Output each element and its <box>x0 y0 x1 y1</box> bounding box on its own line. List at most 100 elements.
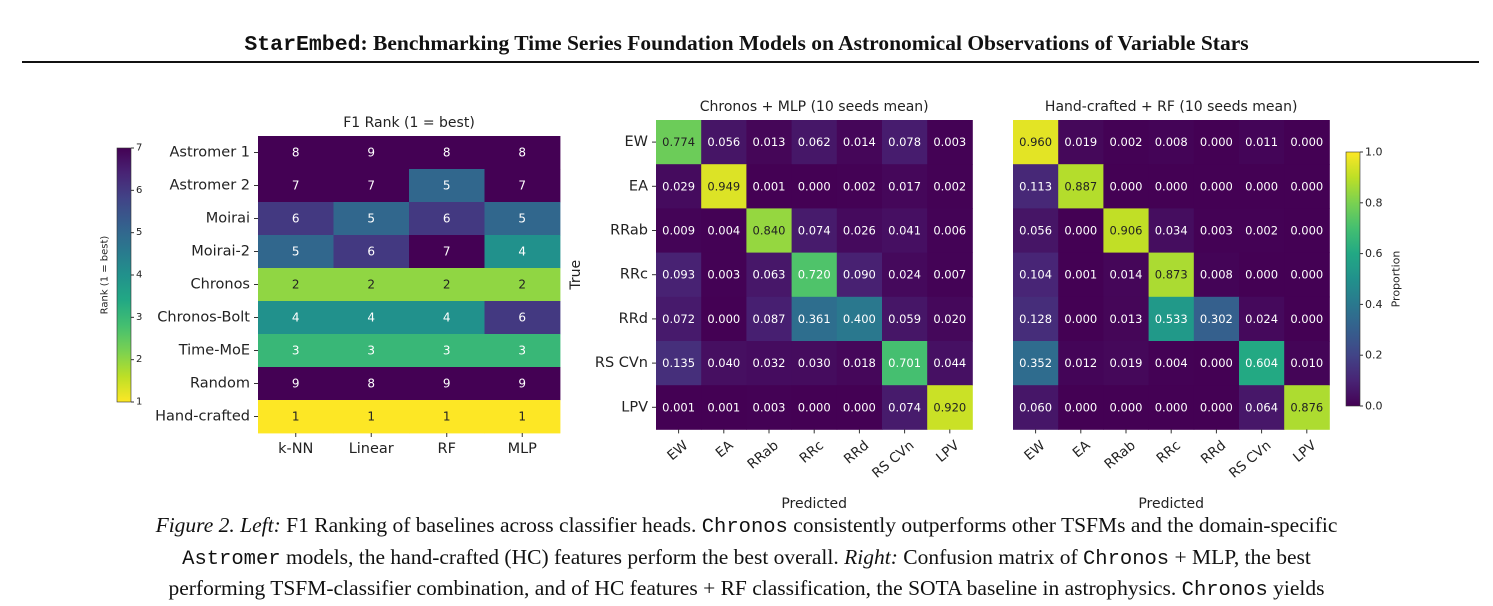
panel3-cell-value: 0.906 <box>1110 224 1143 238</box>
panel2-cell-value: 0.078 <box>888 135 921 149</box>
panel3-cell-value: 0.000 <box>1290 224 1323 238</box>
panel3-cell-value: 0.000 <box>1200 179 1233 193</box>
panel2-cell-value: 0.029 <box>662 179 695 193</box>
panel3-xlabel: Predicted <box>1138 496 1204 512</box>
panel2-cell <box>746 208 792 253</box>
panel1-colorbar-tick-label: 3 <box>136 312 142 323</box>
panel3-cell <box>1148 120 1195 165</box>
panel1-cell-value: 3 <box>292 344 300 358</box>
panel2-cell <box>927 208 973 253</box>
panel1-cell <box>409 301 485 335</box>
panel1-colorbar <box>116 147 132 403</box>
panel1-cell <box>333 202 410 236</box>
panel3-column-label: RRc <box>1154 438 1184 467</box>
panel1-cell-value: 6 <box>443 212 451 226</box>
panel2-cell <box>701 341 747 386</box>
panel2-cell-value: 0.030 <box>798 356 831 370</box>
panel2-cell <box>791 385 838 430</box>
panel3-cell-value: 0.002 <box>1110 135 1143 149</box>
panel3-title: Hand-crafted + RF (10 seeds mean) <box>1045 99 1298 115</box>
panel3-cell <box>1239 341 1285 386</box>
panel3-cell-value: 0.000 <box>1245 268 1278 282</box>
panel1-cell-value: 8 <box>367 377 375 391</box>
panel1-row-label: Moirai-2 <box>191 244 250 260</box>
panel1-cell <box>409 202 485 236</box>
panel2-cell <box>882 385 928 430</box>
panel3-cell-value: 0.056 <box>1019 224 1052 238</box>
panel2-cell-value: 0.074 <box>798 224 831 238</box>
panel2-cell <box>746 120 792 165</box>
panel1-row-label: Moirai <box>206 211 250 227</box>
caption-line-2: Astromer models, the hand-crafted (HC) f… <box>10 543 1483 575</box>
panel3-cell <box>1239 296 1285 342</box>
panel2-cell-value: 0.001 <box>707 400 740 414</box>
caption-right-label: Right: <box>844 544 898 569</box>
panel1-cell-value: 6 <box>292 212 300 226</box>
panel1-cell-value: 8 <box>443 146 451 160</box>
panel3-colorbar-tick-label: 0.4 <box>1365 298 1383 311</box>
panel3-cell-value: 0.873 <box>1155 268 1188 282</box>
panel3-cell-value: 0.000 <box>1200 400 1233 414</box>
panel3-cell-value: 0.887 <box>1064 179 1097 193</box>
panel3-cell <box>1239 120 1285 165</box>
panel2-cell <box>656 208 702 253</box>
panel1-cell <box>409 235 485 269</box>
panel2-cell <box>836 164 883 209</box>
panel2-cell-value: 0.024 <box>888 268 921 282</box>
panel2-cell <box>836 208 883 253</box>
panel2-row-label: EA <box>629 178 648 194</box>
panel2-cell-value: 0.720 <box>798 268 831 282</box>
panel3-cell <box>1013 385 1059 430</box>
panel2-cell <box>836 296 883 342</box>
panel3-cell-value: 0.019 <box>1110 356 1143 370</box>
panel3-cell <box>1103 120 1149 165</box>
panel1-cell-value: 9 <box>518 377 526 391</box>
panel1-cell <box>409 400 485 434</box>
panel2-cell-value: 0.135 <box>662 356 695 370</box>
panel2-column-label: RRd <box>841 438 872 468</box>
panel3-cell-value: 0.000 <box>1064 400 1097 414</box>
panel2-cell <box>882 252 928 298</box>
panel1-cell <box>258 169 334 203</box>
panel3-cell <box>1284 120 1330 165</box>
panel2-cell <box>882 120 928 165</box>
panel2-xlabel: Predicted <box>781 496 847 512</box>
panel2-cell <box>791 208 838 253</box>
panel2-cell <box>701 385 747 430</box>
panel3-column-label: EW <box>1021 438 1048 464</box>
panel1-cell <box>258 235 334 269</box>
panel2-row-label: LPV <box>621 399 648 415</box>
panel3-cell-value: 0.034 <box>1155 224 1188 238</box>
panel1-cell <box>333 136 410 170</box>
panel1-cell-value: 4 <box>443 311 451 325</box>
panel3-cell-value: 0.000 <box>1290 135 1323 149</box>
panel2-column-label: RS CVn <box>869 438 917 482</box>
panel2-cell-value: 0.017 <box>888 179 921 193</box>
panel3-colorbar-label: Proportion <box>1390 251 1403 308</box>
panel1-cell <box>409 136 485 170</box>
panel3-cell <box>1193 120 1240 165</box>
panel1-cell-value: 6 <box>367 245 375 259</box>
panel2-column-label: RRab <box>744 438 781 473</box>
panel3-cell-value: 0.000 <box>1290 179 1323 193</box>
panel2-cell <box>746 296 792 342</box>
panel3-cell <box>1193 208 1240 253</box>
panel1-cell <box>409 334 485 368</box>
panel3-cell <box>1103 252 1149 298</box>
panel3-cell <box>1103 296 1149 342</box>
panel3-cell-value: 0.019 <box>1064 135 1097 149</box>
header-rule <box>22 61 1479 63</box>
panel3-cell <box>1148 296 1195 342</box>
panel2-cell <box>882 296 928 342</box>
panel1-cell-value: 5 <box>443 179 451 193</box>
caption-code-4: Chronos <box>1181 579 1268 602</box>
panel3-cell-value: 0.001 <box>1064 268 1097 282</box>
panel2-cell <box>836 341 883 386</box>
panel3-colorbar <box>1345 151 1361 407</box>
panel2-cell-value: 0.002 <box>843 179 876 193</box>
panel2-cell <box>927 164 973 209</box>
panel1-cell-value: 4 <box>518 245 526 259</box>
panel3-cell-value: 0.003 <box>1200 224 1233 238</box>
panel2-ylabel: True <box>568 260 584 291</box>
panel2-cell <box>656 252 702 298</box>
